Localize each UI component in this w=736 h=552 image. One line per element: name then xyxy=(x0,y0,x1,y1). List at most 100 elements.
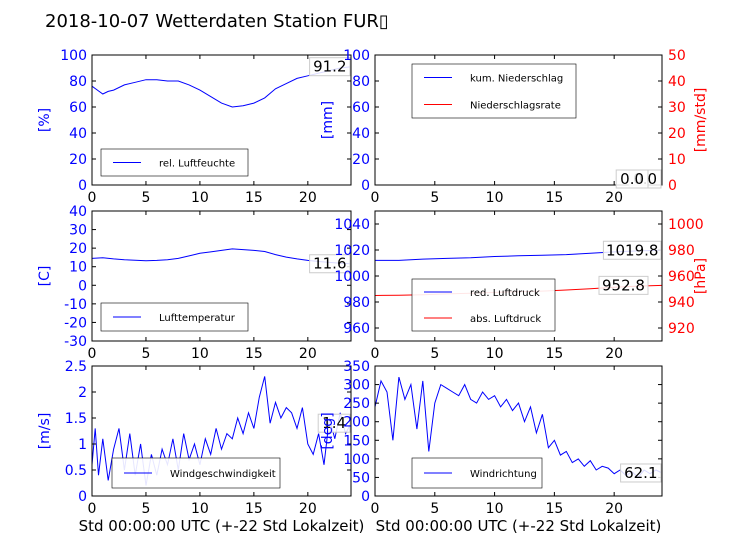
x-tick-label: 15 xyxy=(545,346,563,362)
y-tick-label: 50 xyxy=(352,470,370,486)
plot-frame xyxy=(374,365,663,497)
x-tick-label: 10 xyxy=(191,190,209,206)
y-tick-label: 80 xyxy=(352,74,370,90)
y-tick-label: 0.5 xyxy=(65,463,87,479)
x-tick-label: 10 xyxy=(191,501,209,517)
y-tick-label: 0 xyxy=(361,178,370,194)
x-tick-label: 20 xyxy=(299,190,317,206)
y-tick-label: 150 xyxy=(343,433,370,449)
y-tick-right-label: 10 xyxy=(668,152,686,168)
y-tick-right-label: 940 xyxy=(668,295,695,311)
y-tick-right-label: 980 xyxy=(668,243,695,259)
x-tick-label: 10 xyxy=(486,346,504,362)
y-tick-label: 30 xyxy=(69,223,87,239)
panel-lufttemperatur: 0 5 10 15 20 -30 -20 -10 0 10 20 30 40 [C] 11.6 Lufttem… xyxy=(37,204,352,362)
y-tick-label: 40 xyxy=(352,126,370,142)
x-tick-label: 20 xyxy=(605,501,623,517)
x-tick-label: 5 xyxy=(430,501,439,517)
legend: rel. Luftfeuchte xyxy=(100,148,249,177)
y-tick-right-label: 30 xyxy=(668,100,686,116)
y-tick-label: 960 xyxy=(343,321,370,337)
y-tick-label: 100 xyxy=(343,452,370,468)
panel-luftdruck: 0 5 10 15 20 960 980 1000 1020 1040 920 940 960 980 10… xyxy=(334,210,709,362)
legend: kum. Niederschlag Niederschlagsrate xyxy=(411,63,577,119)
x-tick-label: 15 xyxy=(245,346,263,362)
x-tick-label: 20 xyxy=(299,346,317,362)
y-tick-label: 20 xyxy=(352,152,370,168)
y-tick-label: 20 xyxy=(69,152,87,168)
value-box xyxy=(615,169,649,189)
y-tick-label: 2 xyxy=(78,385,87,401)
y-tick-label: 40 xyxy=(69,204,87,220)
y-axis-label: [C] xyxy=(37,266,53,287)
y-tick-label: 2.5 xyxy=(65,359,87,375)
value-label: 0.0 xyxy=(620,170,644,188)
x-tick-label: 15 xyxy=(245,501,263,517)
x-tick-label: 0 xyxy=(88,346,97,362)
x-tick-label: 10 xyxy=(486,501,504,517)
y-tick-right-label: 1000 xyxy=(668,217,704,233)
legend-entry: abs. Luftdruck xyxy=(470,314,541,325)
plot-frame xyxy=(91,54,352,186)
legend-entry: Niederschlagsrate xyxy=(470,101,561,112)
y-tick-label: 250 xyxy=(343,396,370,412)
value-box xyxy=(309,254,351,274)
x-tick-label: 5 xyxy=(141,190,150,206)
legend-entry: Lufttemperatur xyxy=(159,313,236,324)
y-tick-label: 0 xyxy=(78,489,87,505)
legend: red. Luftdruck abs. Luftdruck xyxy=(411,278,556,332)
x-tick-label: 0 xyxy=(371,501,380,517)
legend: Windgeschwindigkeit xyxy=(111,457,281,489)
y-tick-label: 100 xyxy=(343,48,370,64)
panel-windgeschwindigkeit: 0 5 10 15 20 0 0.5 1 1.5 2 2.5 [m/s] Std 00:00:00 UT… xyxy=(37,359,364,535)
x-tick-label: 10 xyxy=(191,346,209,362)
legend-entry: rel. Luftfeuchte xyxy=(159,159,235,170)
x-tick-label: 15 xyxy=(545,190,563,206)
panel-niederschlag: 0 5 10 15 20 0 20 40 60 80 100 0 10 20 30 40 50 [mm] [mm/s… xyxy=(320,48,709,206)
legend-entry: Windrichtung xyxy=(470,469,537,480)
y-tick-label: 20 xyxy=(69,241,87,257)
value-box xyxy=(309,57,351,77)
y-tick-label: 60 xyxy=(352,100,370,116)
y-tick-label: 100 xyxy=(60,48,87,64)
plot-frame xyxy=(91,365,352,497)
y-tick-label: -20 xyxy=(64,315,87,331)
y-axis-label: [deg] xyxy=(320,412,336,449)
x-tick-label: 0 xyxy=(371,190,380,206)
y-tick-label: 0 xyxy=(78,178,87,194)
y-axis-label: [m/s] xyxy=(37,413,53,450)
y-axis-right-label: [hPa] xyxy=(693,258,709,294)
legend-entry: kum. Niederschlag xyxy=(470,74,563,85)
plot-frame xyxy=(91,210,352,342)
y-tick-label: 1.5 xyxy=(65,411,87,427)
y-tick-right-label: 0 xyxy=(668,178,677,194)
series-line-lufttemperatur-0 xyxy=(91,248,352,265)
legend-entry: Windgeschwindigkeit xyxy=(170,469,276,480)
legend-frame xyxy=(100,148,249,177)
legend-entry: red. Luftdruck xyxy=(470,288,540,299)
value-label: 91.2 xyxy=(313,58,346,76)
series-line-windrichtung-0 xyxy=(374,376,663,479)
legend-frame xyxy=(411,278,556,332)
x-tick-label: 10 xyxy=(486,190,504,206)
x-tick-label: 0 xyxy=(371,346,380,362)
legend: Windrichtung xyxy=(411,457,543,489)
y-tick-label: 300 xyxy=(343,378,370,394)
y-tick-right-label: 960 xyxy=(668,269,695,285)
y-tick-label: 80 xyxy=(69,74,87,90)
value-label: 1019.8 xyxy=(606,241,659,259)
value-box xyxy=(598,275,649,295)
x-tick-label: 0 xyxy=(88,501,97,517)
value-label: 1.4 xyxy=(322,414,346,432)
x-tick-label: 20 xyxy=(605,346,623,362)
y-tick-label: -30 xyxy=(64,334,87,350)
x-tick-label: 5 xyxy=(141,346,150,362)
y-tick-right-label: 20 xyxy=(668,126,686,142)
y-tick-label: 40 xyxy=(69,126,87,142)
y-tick-right-label: 920 xyxy=(668,321,695,337)
panel-rel-luftfeuchte: 0 5 10 15 20 0 20 40 60 80 100 [%] 91.2 rel. Luftfeuc… xyxy=(37,48,352,206)
y-tick-label: 350 xyxy=(343,359,370,375)
series-line-windgeschwindigkeit-0 xyxy=(91,376,352,486)
